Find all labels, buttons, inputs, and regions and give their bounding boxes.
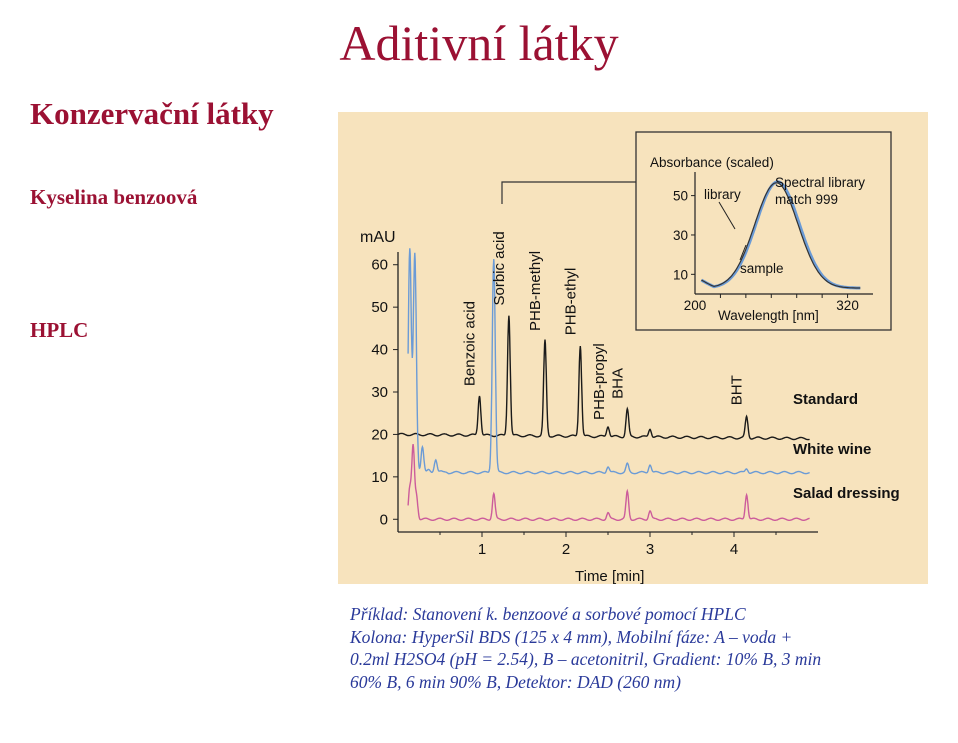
sample-pointer xyxy=(739,244,747,261)
inset-panel xyxy=(635,131,892,331)
legend-white-wine: White wine xyxy=(793,441,871,458)
y-axis-label: mAU xyxy=(360,229,396,246)
caption-line: 60% B, 6 min 90% B, Detektor: DAD (260 n… xyxy=(350,671,681,692)
caption-line: Příklad: Stanovení k. benzoové a sorbové… xyxy=(350,604,746,624)
peak-label: Sorbic acid xyxy=(491,231,508,305)
slide-title: Aditivní látky xyxy=(339,15,619,71)
x-axis-label: Time [min] xyxy=(575,568,644,584)
inset-connector-line xyxy=(501,181,636,204)
y-tick-label: 10 xyxy=(371,469,388,486)
chromatogram-figure: 0 10 20 30 40 50 60 1 2 3 4 Benzoic acid Sorbic aci… xyxy=(338,112,928,585)
peak-label: BHT xyxy=(729,375,746,405)
peak-label: PHB-ethyl xyxy=(562,268,579,336)
peak-label: BHA xyxy=(609,368,626,399)
legend-salad-dressing: Salad dressing xyxy=(793,485,900,502)
inset-y-tick-label: 30 xyxy=(673,228,688,243)
peak-label: PHB-propyl xyxy=(591,343,608,420)
trace-salad-dressing xyxy=(407,443,810,521)
inset-title: Absorbance (scaled) xyxy=(650,155,774,170)
inset-y-tick-label: 10 xyxy=(673,267,688,282)
inset-annotation-sample: sample xyxy=(740,261,784,276)
peak-label: Benzoic acid xyxy=(461,301,478,386)
y-tick-label: 60 xyxy=(371,257,388,274)
caption-line: 0.2ml H2SO4 (pH = 2.54), B – acetonitril… xyxy=(350,649,822,669)
trace-white-wine xyxy=(407,248,810,475)
compound-heading: Kyselina benzoová xyxy=(30,185,198,209)
x-tick-label: 3 xyxy=(646,541,654,558)
x-tick-label: 1 xyxy=(478,541,486,558)
inset-y-tick-label: 50 xyxy=(673,189,688,204)
legend-standard: Standard xyxy=(793,391,858,408)
method-heading: HPLC xyxy=(30,318,89,342)
y-tick-label: 20 xyxy=(371,426,388,443)
peak-label: PHB-methyl xyxy=(527,251,544,331)
y-tick-label: 50 xyxy=(371,299,388,316)
figure-caption: Příklad: Stanovení k. benzoové a sorbové… xyxy=(350,603,940,693)
inset-x-tick-label: 200 xyxy=(684,298,707,313)
inset-xlabel: Wavelength [nm] xyxy=(718,308,819,323)
library-pointer xyxy=(718,201,736,230)
inset-annotation-match: Spectral library match 999 xyxy=(775,175,869,207)
section-heading: Konzervační látky xyxy=(30,96,274,131)
x-tick-label: 2 xyxy=(562,541,570,558)
y-tick-label: 30 xyxy=(371,384,388,401)
spectrum-sample xyxy=(701,182,861,289)
y-tick-label: 40 xyxy=(371,342,388,359)
y-tick-label: 0 xyxy=(380,511,388,528)
chromatogram-svg: 0 10 20 30 40 50 60 1 2 3 4 Benzoic acid Sorbic aci… xyxy=(360,131,900,585)
trace-standard xyxy=(397,315,810,441)
inset-annotation-library: library xyxy=(704,187,741,202)
x-tick-label: 4 xyxy=(730,541,738,558)
inset-x-tick-label: 320 xyxy=(836,298,859,313)
caption-line: Kolona: HyperSil BDS (125 x 4 mm), Mobil… xyxy=(350,626,793,647)
